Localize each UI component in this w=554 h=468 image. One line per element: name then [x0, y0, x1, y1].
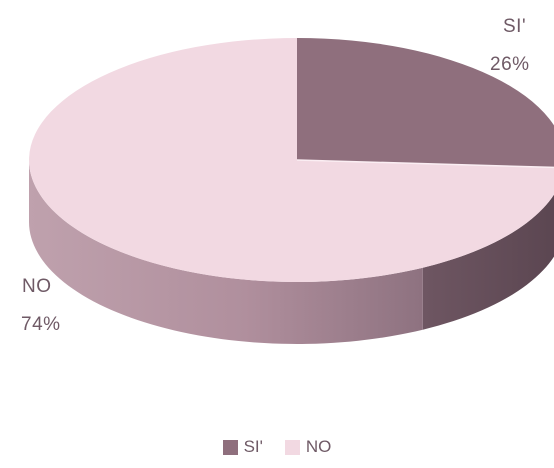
pie-side-shadow — [422, 194, 554, 330]
slice-label-no: NO — [22, 276, 52, 297]
legend-swatch-si — [222, 439, 238, 455]
slice-label-si: SI' — [503, 16, 527, 37]
legend-item-no: NO — [284, 437, 332, 457]
legend: SI' NO — [0, 437, 554, 457]
slice-value-si: 26% — [490, 54, 530, 75]
pie-slice-divider — [296, 159, 554, 169]
pie-slice-si — [297, 38, 554, 168]
legend-item-si: SI' — [222, 437, 263, 457]
pie-slice-no — [29, 38, 554, 282]
legend-label-si: SI' — [243, 437, 263, 456]
pie-side-no — [29, 160, 423, 344]
legend-label-no: NO — [305, 437, 332, 456]
slice-value-no: 74% — [21, 314, 61, 335]
legend-swatch-no — [284, 439, 300, 455]
